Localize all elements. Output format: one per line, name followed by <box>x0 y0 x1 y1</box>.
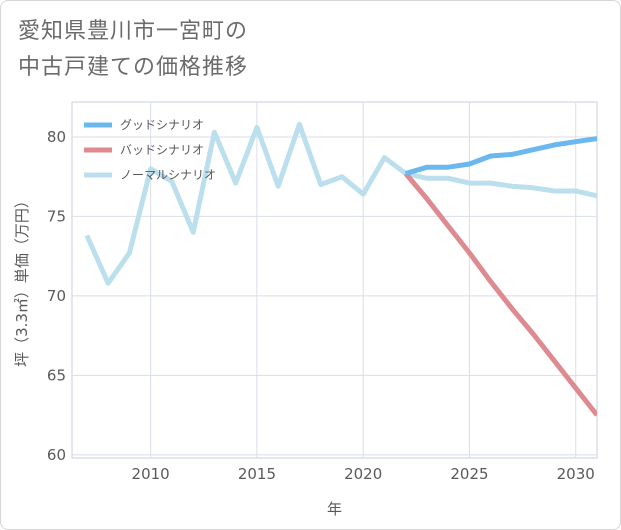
y-tick-label: 60 <box>47 446 66 464</box>
chart-title-line2: 中古戸建ての価格推移 <box>18 55 249 80</box>
y-axis-label: 坪（3.3㎡）単価（万円） <box>13 193 31 367</box>
legend-label-0: グッドシナリオ <box>120 118 204 132</box>
chart-title: 愛知県豊川市一宮町の 中古戸建ての価格推移 <box>18 14 248 86</box>
x-tick-label: 2020 <box>344 465 382 483</box>
plot-area-border <box>71 101 598 459</box>
y-tick-label: 65 <box>47 366 66 384</box>
series-line-2 <box>84 121 597 286</box>
y-tick-label: 75 <box>47 207 66 225</box>
x-tick-label: 2025 <box>450 465 488 483</box>
grid-lines <box>71 101 598 459</box>
legend-label-1: バッドシナリオ <box>120 143 204 157</box>
x-tick-label: 2030 <box>557 465 595 483</box>
legend-label-2: ノーマルシナリオ <box>120 168 216 182</box>
x-axis-label: 年 <box>327 500 342 518</box>
series-line-0 <box>404 136 597 176</box>
x-tick-label: 2010 <box>132 465 170 483</box>
y-tick-label: 80 <box>47 128 66 146</box>
series-line-1 <box>403 171 597 417</box>
x-axis-ticks: 2010 2015 2020 2025 2030 <box>132 465 595 483</box>
series-lines <box>84 121 597 417</box>
y-tick-label: 70 <box>47 287 66 305</box>
y-axis-ticks: 60 65 70 75 80 <box>47 128 66 464</box>
chart-title-line1: 愛知県豊川市一宮町の <box>18 19 249 44</box>
x-tick-label: 2015 <box>238 465 276 483</box>
